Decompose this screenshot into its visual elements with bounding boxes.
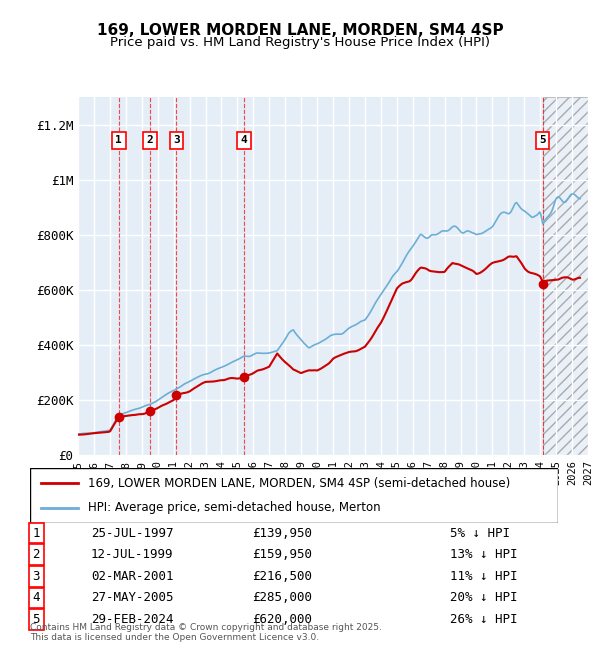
Bar bbox=[244, 98, 543, 455]
Text: 169, LOWER MORDEN LANE, MORDEN, SM4 4SP: 169, LOWER MORDEN LANE, MORDEN, SM4 4SP bbox=[97, 23, 503, 38]
FancyBboxPatch shape bbox=[30, 468, 558, 523]
Text: 4: 4 bbox=[241, 135, 247, 146]
Text: 20% ↓ HPI: 20% ↓ HPI bbox=[450, 592, 517, 604]
Text: £285,000: £285,000 bbox=[252, 592, 312, 604]
Text: £620,000: £620,000 bbox=[252, 613, 312, 626]
Text: 5% ↓ HPI: 5% ↓ HPI bbox=[450, 526, 510, 539]
Text: 3: 3 bbox=[173, 135, 180, 146]
Bar bbox=[543, 98, 588, 455]
Text: £139,950: £139,950 bbox=[252, 526, 312, 539]
Text: 13% ↓ HPI: 13% ↓ HPI bbox=[450, 548, 517, 561]
Text: Contains HM Land Registry data © Crown copyright and database right 2025.
This d: Contains HM Land Registry data © Crown c… bbox=[30, 623, 382, 642]
Text: 3: 3 bbox=[32, 570, 40, 583]
Text: 1: 1 bbox=[32, 526, 40, 539]
Text: 2: 2 bbox=[147, 135, 154, 146]
Text: 2: 2 bbox=[32, 548, 40, 561]
Text: £216,500: £216,500 bbox=[252, 570, 312, 583]
Text: 169, LOWER MORDEN LANE, MORDEN, SM4 4SP (semi-detached house): 169, LOWER MORDEN LANE, MORDEN, SM4 4SP … bbox=[88, 477, 511, 490]
Text: HPI: Average price, semi-detached house, Merton: HPI: Average price, semi-detached house,… bbox=[88, 501, 381, 514]
Bar bbox=[543, 98, 588, 455]
Text: 29-FEB-2024: 29-FEB-2024 bbox=[91, 613, 173, 626]
Bar bbox=[78, 98, 119, 455]
Text: £159,950: £159,950 bbox=[252, 548, 312, 561]
Text: 1: 1 bbox=[115, 135, 122, 146]
Text: 5: 5 bbox=[539, 135, 546, 146]
Bar bbox=[119, 98, 150, 455]
Text: 02-MAR-2001: 02-MAR-2001 bbox=[91, 570, 173, 583]
Bar bbox=[176, 98, 244, 455]
Text: Price paid vs. HM Land Registry's House Price Index (HPI): Price paid vs. HM Land Registry's House … bbox=[110, 36, 490, 49]
Bar bbox=[150, 98, 176, 455]
Text: 12-JUL-1999: 12-JUL-1999 bbox=[91, 548, 173, 561]
Text: 27-MAY-2005: 27-MAY-2005 bbox=[91, 592, 173, 604]
Text: 11% ↓ HPI: 11% ↓ HPI bbox=[450, 570, 517, 583]
Text: 26% ↓ HPI: 26% ↓ HPI bbox=[450, 613, 517, 626]
Text: 5: 5 bbox=[32, 613, 40, 626]
Text: 4: 4 bbox=[32, 592, 40, 604]
Text: 25-JUL-1997: 25-JUL-1997 bbox=[91, 526, 173, 539]
